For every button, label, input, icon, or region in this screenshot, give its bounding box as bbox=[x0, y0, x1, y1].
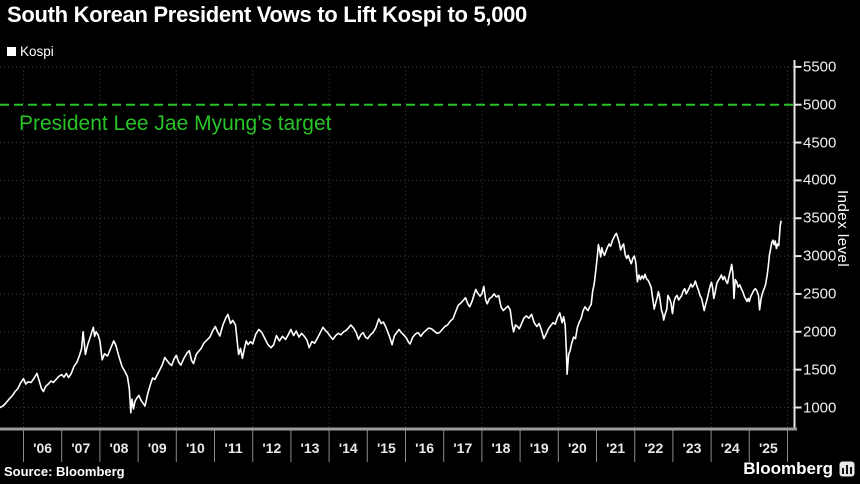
y-tick-label: 1500 bbox=[803, 361, 837, 379]
legend-square-icon bbox=[7, 47, 16, 56]
target-annotation: President Lee Jae Myung’s target bbox=[19, 111, 332, 135]
x-tick-label: '10 bbox=[185, 440, 205, 456]
y-axis-title: Index level bbox=[834, 190, 851, 268]
y-tick-label: 2000 bbox=[803, 323, 837, 341]
legend-label: Kospi bbox=[20, 44, 54, 59]
x-tick-label: '20 bbox=[567, 440, 587, 456]
x-tick-label: '15 bbox=[376, 440, 396, 456]
y-tick-label: 3500 bbox=[803, 209, 837, 227]
x-tick-label: '13 bbox=[300, 440, 320, 456]
kospi-line bbox=[0, 220, 782, 414]
chart-title: South Korean President Vows to Lift Kosp… bbox=[7, 2, 527, 27]
y-tick-label: 2500 bbox=[803, 285, 837, 303]
x-tick-label: '17 bbox=[453, 440, 473, 456]
bloomberg-terminal-icon bbox=[839, 461, 855, 477]
x-tick-label: '19 bbox=[529, 440, 549, 456]
x-tick-label: '21 bbox=[606, 440, 626, 456]
x-tick-label: '06 bbox=[33, 440, 53, 456]
x-tick-label: '16 bbox=[415, 440, 435, 456]
y-tick-label: 3000 bbox=[803, 247, 837, 265]
y-tick-label: 4500 bbox=[803, 134, 837, 152]
x-tick-label: '07 bbox=[71, 440, 91, 456]
x-tick-label: '24 bbox=[720, 440, 740, 456]
x-tick-label: '25 bbox=[758, 440, 778, 456]
x-tick-label: '18 bbox=[491, 440, 511, 456]
x-tick-label: '11 bbox=[224, 440, 243, 456]
x-tick-label: '09 bbox=[147, 440, 167, 456]
bloomberg-wordmark: Bloomberg bbox=[743, 459, 833, 478]
x-tick-label: '14 bbox=[338, 440, 358, 456]
bloomberg-logo: Bloomberg bbox=[743, 459, 855, 479]
x-tick-label: '23 bbox=[682, 440, 702, 456]
legend: Kospi bbox=[7, 44, 54, 59]
y-tick-label: 1000 bbox=[803, 399, 837, 416]
x-tick-label: '12 bbox=[262, 440, 282, 456]
y-tick-label: 4000 bbox=[803, 171, 837, 189]
y-tick-label: 5500 bbox=[803, 58, 837, 76]
x-tick-label: '22 bbox=[644, 440, 664, 456]
source-note: Source: Bloomberg bbox=[4, 464, 125, 479]
x-tick-label: '08 bbox=[109, 440, 129, 456]
y-tick-label: 5000 bbox=[803, 96, 837, 114]
